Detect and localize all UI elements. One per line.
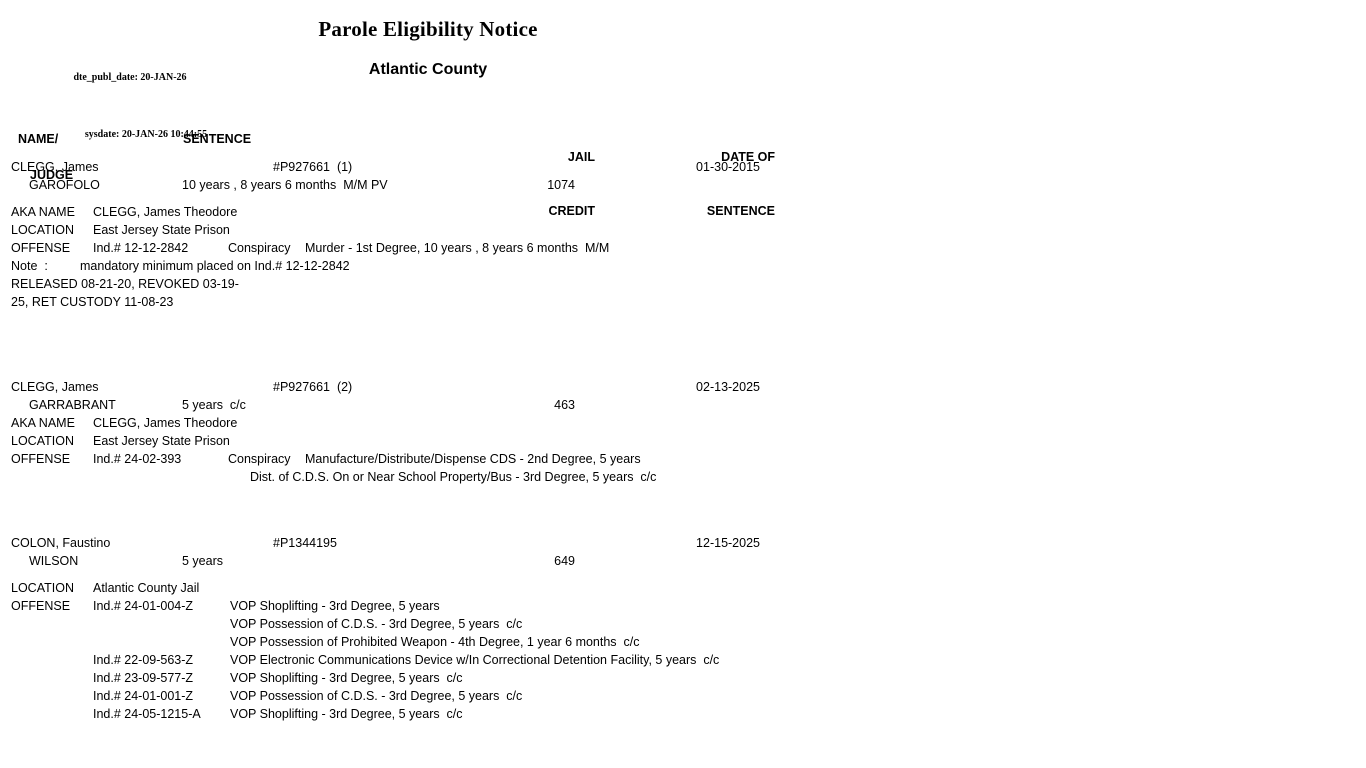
- column-header-jail-line1: JAIL: [567, 150, 595, 164]
- status-line: RELEASED 08-21-20, REVOKED 03-19-: [11, 277, 239, 291]
- offense-indictment: Ind.# 24-01-001-Z: [93, 689, 194, 703]
- note-value: mandatory minimum placed on Ind.# 12-12-…: [80, 259, 350, 273]
- offense-label: OFFENSE: [11, 241, 71, 255]
- offense-description: VOP Possession of C.D.S. - 3rd Degree, 5…: [230, 617, 523, 631]
- sentence-text: 5 years c/c: [182, 398, 246, 412]
- jail-credit-value: 649: [554, 554, 575, 568]
- note-label: Note :: [11, 259, 48, 273]
- inmate-name: COLON, Faustino: [11, 536, 111, 550]
- column-header-date-of-sentence: DATE OF SENTENCE: [620, 112, 775, 238]
- date-of-sentence: 01-30-2015: [696, 160, 760, 174]
- column-header-jail-credit: JAIL CREDIT: [440, 112, 595, 238]
- jail-credit-value: 463: [554, 398, 575, 412]
- offense-description: Dist. of C.D.S. On or Near School Proper…: [250, 470, 657, 484]
- offense-indictment: Ind.# 12-12-2842: [93, 241, 189, 255]
- system-date-text: sysdate: 20-JAN-26 10:44:55: [84, 129, 208, 140]
- offense-statute: Conspiracy: [228, 241, 291, 255]
- judge-name: GARRABRANT: [29, 398, 116, 412]
- offense-description: Manufacture/Distribute/Dispense CDS - 2n…: [305, 452, 641, 466]
- offense-label: OFFENSE: [11, 452, 71, 466]
- column-header-name-judge: NAME/ JUDGE: [11, 112, 73, 202]
- date-of-sentence: 02-13-2025: [696, 380, 760, 394]
- column-header-name-label: NAME/: [17, 132, 59, 146]
- location-label: LOCATION: [11, 434, 74, 448]
- docket-number: #P1344195: [273, 536, 337, 550]
- judge-name: GAROFOLO: [29, 178, 100, 192]
- offense-indictment: Ind.# 23-09-577-Z: [93, 671, 194, 685]
- report-metadata: dte_publ_date: 20-JAN-26 sysdate: 20-JAN…: [0, 30, 260, 163]
- offense-description: Murder - 1st Degree, 10 years , 8 years …: [305, 241, 610, 255]
- aka-name-label: AKA NAME: [11, 205, 75, 219]
- publication-date-text: dte_publ_date: 20-JAN-26: [73, 72, 187, 83]
- page-subtitle: Atlantic County: [368, 61, 488, 78]
- column-header-judge-label: JUDGE: [30, 168, 74, 182]
- location-value: East Jersey State Prison: [93, 223, 230, 237]
- location-value: East Jersey State Prison: [93, 434, 230, 448]
- location-label: LOCATION: [11, 223, 74, 237]
- offense-indictment: Ind.# 24-05-1215-A: [93, 707, 201, 721]
- jail-credit-value: 1074: [547, 178, 575, 192]
- inmate-name: CLEGG, James: [11, 380, 99, 394]
- column-header-date-line2: SENTENCE: [706, 204, 775, 218]
- offense-label: OFFENSE: [11, 599, 71, 613]
- docket-number: #P927661 (1): [273, 160, 353, 174]
- status-line: 25, RET CUSTODY 11-08-23: [11, 295, 174, 309]
- aka-name-label: AKA NAME: [11, 416, 75, 430]
- offense-indictment: Ind.# 24-02-393: [93, 452, 182, 466]
- sentence-text: 10 years , 8 years 6 months M/M PV: [182, 178, 388, 192]
- column-header-sentence: SENTENCE: [183, 132, 252, 146]
- inmate-name: CLEGG, James: [11, 160, 99, 174]
- docket-number: #P927661 (2): [273, 380, 353, 394]
- aka-name-value: CLEGG, James Theodore: [93, 205, 238, 219]
- page-title: Parole Eligibility Notice: [318, 17, 538, 41]
- offense-description: VOP Shoplifting - 3rd Degree, 5 years: [230, 599, 440, 613]
- judge-name: WILSON: [29, 554, 79, 568]
- offense-description: VOP Possession of Prohibited Weapon - 4t…: [230, 635, 640, 649]
- offense-description: VOP Shoplifting - 3rd Degree, 5 years c/…: [230, 671, 463, 685]
- column-header-date-line1: DATE OF: [721, 150, 775, 164]
- offense-description: VOP Shoplifting - 3rd Degree, 5 years c/…: [230, 707, 463, 721]
- aka-name-value: CLEGG, James Theodore: [93, 416, 238, 430]
- location-value: Atlantic County Jail: [93, 581, 200, 595]
- offense-description: VOP Possession of C.D.S. - 3rd Degree, 5…: [230, 689, 523, 703]
- offense-description: VOP Electronic Communications Device w/I…: [230, 653, 720, 667]
- location-label: LOCATION: [11, 581, 74, 595]
- offense-indictment: Ind.# 22-09-563-Z: [93, 653, 194, 667]
- column-header-jail-line2: CREDIT: [548, 204, 595, 218]
- date-of-sentence: 12-15-2025: [696, 536, 760, 550]
- sentence-text: 5 years: [182, 554, 223, 568]
- offense-statute: Conspiracy: [228, 452, 291, 466]
- offense-indictment: Ind.# 24-01-004-Z: [93, 599, 194, 613]
